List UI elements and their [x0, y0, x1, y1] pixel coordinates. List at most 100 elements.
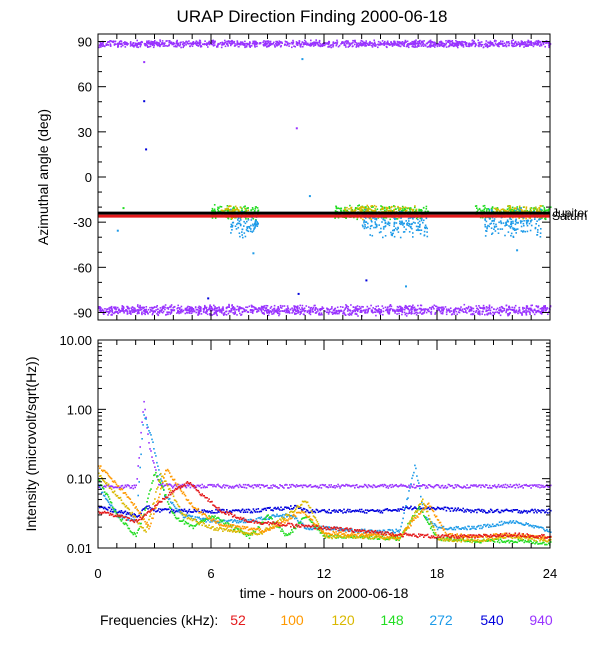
azimuth-point: [260, 308, 262, 311]
azimuth-point: [369, 227, 372, 230]
azimuth-point: [530, 210, 532, 212]
azimuth-point: [227, 205, 230, 208]
intensity-point: [239, 511, 242, 513]
intensity-point: [538, 484, 540, 486]
azimuth-point: [410, 223, 413, 226]
azimuth-point: [320, 44, 323, 47]
azimuth-point: [250, 311, 252, 313]
intensity-point: [527, 485, 529, 487]
intensity-point: [177, 483, 180, 486]
intensity-point: [457, 484, 459, 487]
intensity-point: [483, 485, 485, 488]
azimuth-point: [288, 42, 291, 45]
azimuth-point: [401, 313, 403, 316]
azimuth-point: [364, 312, 367, 314]
intensity-point: [435, 484, 438, 486]
intensity-point: [537, 486, 539, 488]
azimuth-point: [317, 44, 320, 46]
azimuth-point: [331, 306, 333, 308]
azimuth-point: [187, 309, 190, 311]
azimuth-point: [546, 307, 548, 309]
azimuth-point: [178, 308, 181, 310]
azimuth-point: [126, 309, 128, 311]
azimuth-point: [253, 41, 255, 44]
azimuth-point: [447, 39, 449, 42]
azimuth-point: [106, 308, 108, 311]
azimuth-point: [205, 307, 207, 310]
intensity-point: [335, 509, 337, 512]
intensity-point: [161, 509, 163, 512]
azimuth-point: [273, 309, 276, 311]
azimuth-point: [151, 308, 154, 310]
azimuth-point: [263, 306, 265, 308]
azimuth-point: [539, 311, 542, 313]
azimuth-point: [347, 46, 350, 48]
azimuth-point: [350, 208, 353, 210]
azimuth-point: [350, 304, 352, 306]
intensity-point: [285, 506, 287, 508]
azimuth-point: [508, 306, 511, 309]
intensity-point: [149, 448, 151, 450]
azimuth-point: [369, 225, 372, 227]
azimuth-point: [332, 43, 334, 46]
azimuth-point: [185, 308, 188, 310]
azimuth-point: [508, 312, 510, 315]
intensity-point: [424, 484, 426, 487]
azimuth-point: [366, 210, 368, 213]
intensity-point: [346, 483, 348, 486]
azimuth-point: [500, 222, 503, 225]
azimuth-point: [401, 220, 403, 223]
azimuth-point: [495, 43, 497, 46]
azimuth-point: [228, 310, 231, 312]
azimuth-point: [415, 311, 418, 314]
azimuth-point: [193, 310, 195, 313]
azimuth-point: [420, 45, 423, 47]
azimuth-point: [534, 309, 536, 312]
azimuth-point: [537, 310, 540, 313]
azimuth-point: [293, 305, 295, 307]
azimuth-point: [457, 44, 460, 47]
azimuth-point: [107, 41, 110, 43]
azimuth-point: [355, 306, 357, 308]
azimuth-point: [243, 232, 246, 234]
azimuth-point: [475, 311, 477, 313]
azimuth-point: [161, 43, 163, 45]
azimuth-point: [180, 305, 183, 308]
azimuth-point: [373, 311, 376, 313]
azimuth-point: [98, 44, 101, 46]
azimuth-point: [350, 314, 353, 316]
azimuth-y-tick-label: -30: [73, 215, 92, 230]
azimuth-point: [343, 309, 345, 312]
azimuth-point: [497, 228, 499, 230]
azimuth-point: [342, 311, 345, 313]
intensity-point: [235, 484, 238, 487]
azimuth-point: [494, 230, 497, 232]
azimuth-point: [426, 227, 428, 230]
azimuth-y-tick-label: 0: [85, 170, 92, 185]
azimuth-point: [498, 309, 500, 311]
intensity-point: [188, 483, 191, 486]
intensity-point: [309, 484, 312, 486]
intensity-point: [98, 486, 100, 488]
azimuth-point: [510, 210, 512, 213]
azimuth-point: [342, 313, 344, 315]
intensity-point: [281, 485, 283, 487]
intensity-point: [336, 486, 338, 488]
azimuth-point: [518, 209, 520, 211]
intensity-point: [223, 509, 225, 511]
azimuth-point: [213, 40, 216, 43]
azimuth-point: [317, 310, 319, 312]
intensity-point: [124, 510, 127, 513]
azimuth-point: [217, 42, 219, 45]
azimuth-point: [348, 42, 350, 44]
azimuth-point: [518, 206, 521, 209]
azimuth-point: [134, 43, 137, 46]
azimuth-point: [436, 308, 438, 310]
azimuth-point: [371, 205, 373, 207]
azimuth-point: [104, 45, 106, 48]
intensity-point: [391, 483, 394, 486]
azimuth-point: [249, 46, 251, 48]
azimuth-point: [390, 206, 392, 209]
azimuth-point: [170, 310, 173, 313]
azimuth-point: [366, 42, 369, 45]
